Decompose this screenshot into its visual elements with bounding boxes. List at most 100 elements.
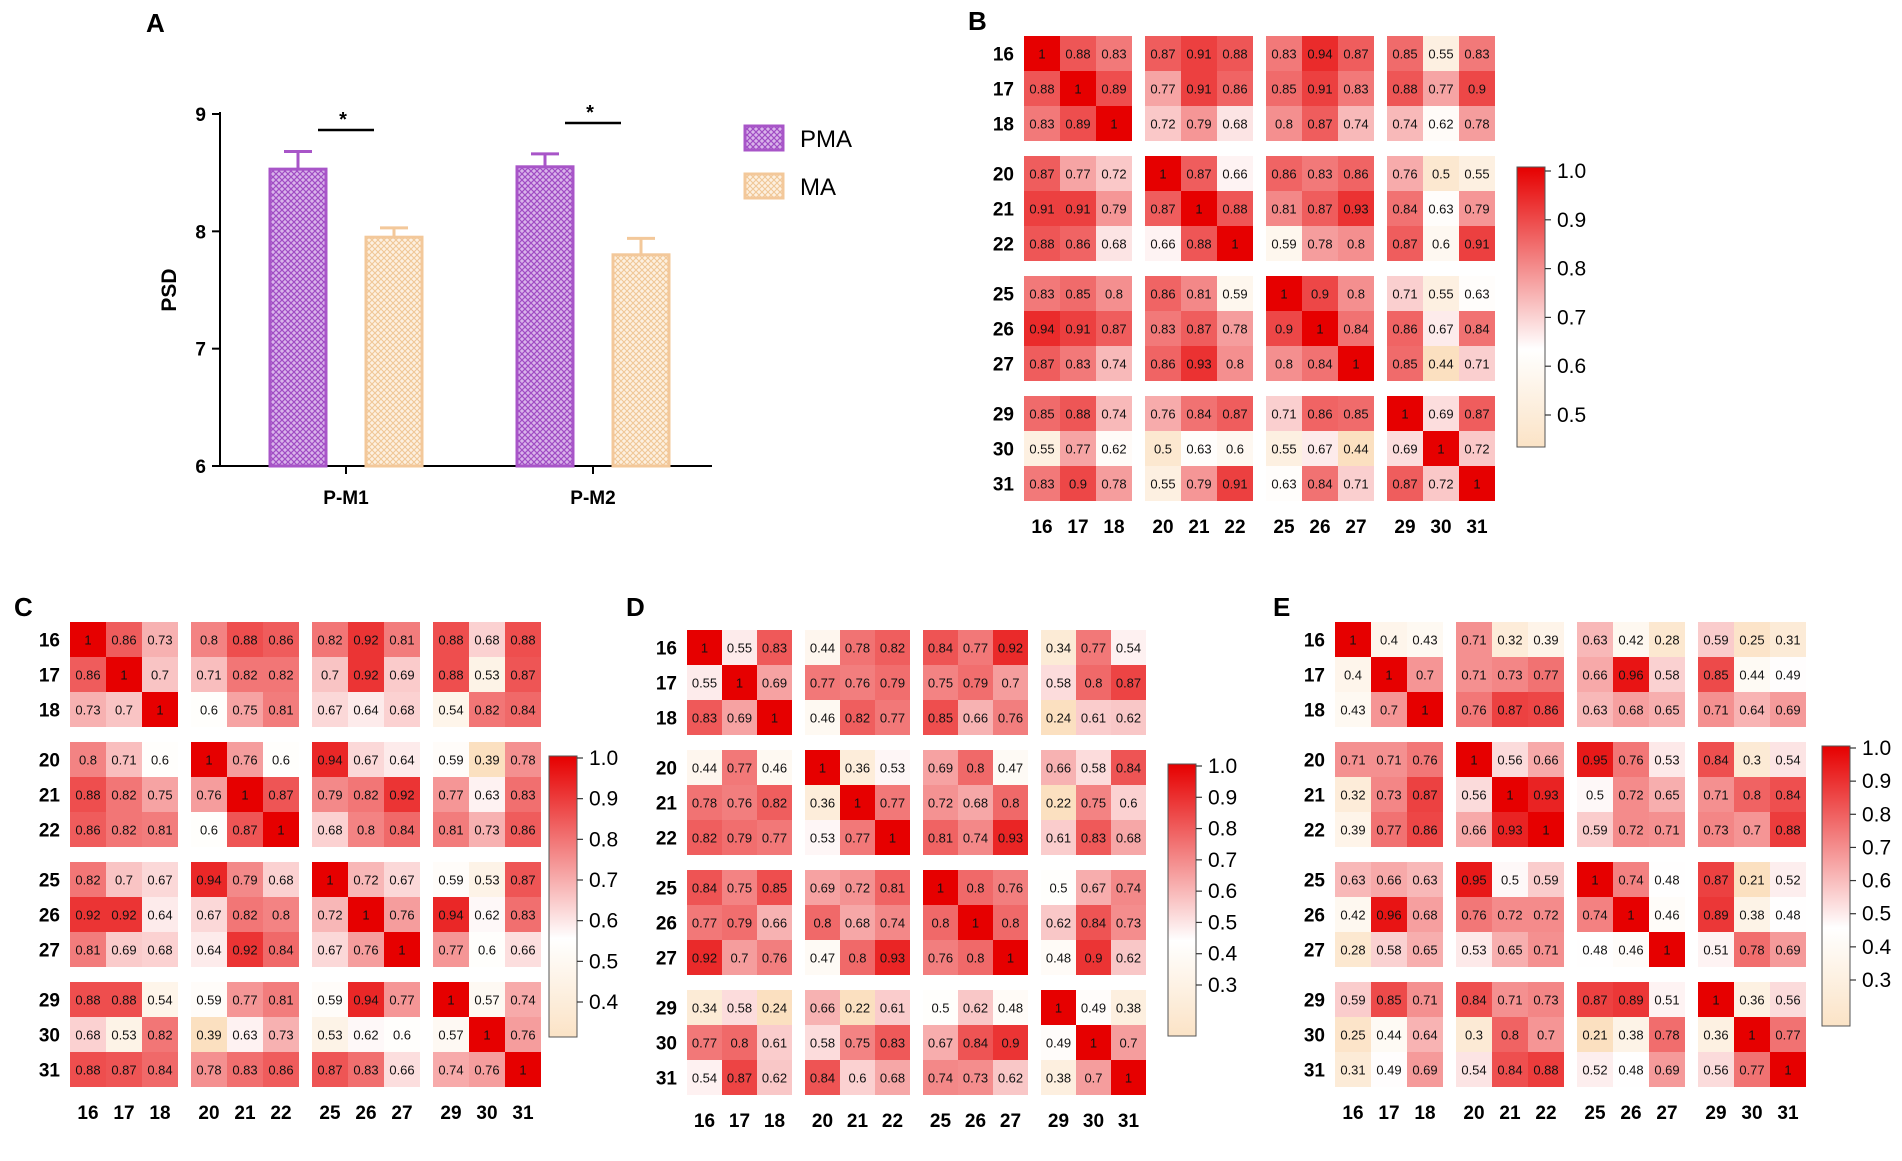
cell-value: 1 — [1231, 237, 1238, 252]
cell-value: 0.88 — [1222, 202, 1247, 217]
cell-value: 0.64 — [196, 943, 221, 958]
cell-value: 1 — [483, 1028, 490, 1043]
heatmap-cell — [1266, 106, 1302, 141]
cell-value: 0.38 — [1116, 1001, 1141, 1016]
heatmap-cell — [505, 897, 541, 932]
heatmap-cell — [348, 932, 384, 967]
heatmap-cell — [469, 1052, 505, 1087]
cell-value: 0.6 — [848, 1071, 866, 1086]
colorbar-tick-label: 0.7 — [1862, 836, 1891, 859]
cell-value: 0.87 — [1343, 47, 1368, 62]
heatmap-cell — [958, 700, 993, 735]
heatmap-cell — [1111, 750, 1146, 785]
heatmap-cell — [227, 812, 263, 847]
cell-value: 0.71 — [1654, 823, 1679, 838]
heatmap-cell — [1024, 71, 1060, 106]
heatmap-cell — [1181, 191, 1217, 226]
heatmap-cell — [1423, 396, 1459, 431]
cell-value: 0.76 — [1392, 167, 1417, 182]
colorbar-tick-label: 0.4 — [589, 991, 619, 1014]
heatmap-cell — [722, 750, 757, 785]
heatmap-cell — [923, 665, 958, 700]
heatmap-cell — [1528, 897, 1564, 932]
cell-value: 0.86 — [1412, 823, 1437, 838]
cell-value: 0.8 — [200, 633, 218, 648]
heatmap-cell — [1302, 156, 1338, 191]
cell-value: 0.86 — [1271, 167, 1296, 182]
cell-value: 0.82 — [232, 908, 257, 923]
heatmap-cell — [923, 905, 958, 940]
col-label: 17 — [1067, 517, 1088, 538]
cell-value: 0.88 — [1222, 47, 1247, 62]
cell-value: 0.76 — [1461, 703, 1486, 718]
heatmap-cell — [923, 630, 958, 665]
heatmap-cell — [1111, 905, 1146, 940]
heatmap-cell — [1649, 932, 1685, 967]
cell-value: 0.76 — [1412, 753, 1437, 768]
cell-value: 0.72 — [1150, 117, 1175, 132]
heatmap-cell — [1456, 862, 1492, 897]
significance-star: * — [339, 109, 347, 131]
cell-value: 0.74 — [438, 1063, 463, 1078]
heatmap-cell — [1181, 156, 1217, 191]
cell-value: 0.81 — [268, 993, 293, 1008]
heatmap-cell — [142, 1052, 178, 1087]
cell-value: 0.54 — [1116, 641, 1141, 656]
heatmap-cell — [722, 870, 757, 905]
row-label: 18 — [656, 709, 677, 730]
heatmap-cell — [1528, 1017, 1564, 1052]
cell-value: 0.9 — [1468, 82, 1486, 97]
cell-value: 0.88 — [1029, 82, 1054, 97]
heatmap-cell — [958, 750, 993, 785]
cell-value: 0.76 — [232, 753, 257, 768]
col-label: 31 — [1118, 1111, 1140, 1132]
row-label: 22 — [1304, 821, 1325, 842]
col-label: 22 — [1224, 517, 1245, 538]
heatmap-cell — [993, 870, 1028, 905]
cell-value: 0.58 — [1081, 761, 1106, 776]
heatmap-cell — [505, 692, 541, 727]
colorbar-tick-label: 0.6 — [589, 910, 618, 933]
heatmap-cell — [505, 622, 541, 657]
cell-value: 0.87 — [232, 823, 257, 838]
cell-value: 0.73 — [963, 1071, 988, 1086]
heatmap-c: 1 0.86 0.73 0.8 0.88 0.86 0.82 0.92 0.81 0.88 0.68… — [39, 622, 619, 1124]
row-label: 27 — [993, 355, 1014, 376]
heatmap-cell — [1266, 276, 1302, 311]
cell-value: 0.78 — [196, 1063, 221, 1078]
heatmap-cell — [1024, 311, 1060, 346]
heatmap-b: 1 0.88 0.83 0.87 0.91 0.88 0.83 0.94 0.87 0.85 0.5… — [993, 36, 1586, 538]
cell-value: 0.77 — [692, 916, 717, 931]
cell-value: 0.87 — [1150, 202, 1175, 217]
heatmap-cell — [505, 982, 541, 1017]
cell-value: 0.44 — [1739, 668, 1764, 683]
heatmap-cell — [1217, 191, 1253, 226]
cell-value: 0.83 — [1081, 831, 1106, 846]
cell-value: 0.95 — [1461, 873, 1486, 888]
col-label: 18 — [1103, 517, 1124, 538]
heatmap-cell — [1060, 431, 1096, 466]
cell-value: 0.84 — [268, 943, 293, 958]
cell-value: 0.9 — [1001, 1036, 1019, 1051]
cell-value: 0.85 — [1271, 82, 1296, 97]
heatmap-cell — [993, 785, 1028, 820]
cell-value: 0.66 — [810, 1001, 835, 1016]
heatmap-cell — [433, 692, 469, 727]
heatmap-cell — [840, 870, 875, 905]
colorbar-tick-label: 0.5 — [1862, 903, 1891, 926]
cell-value: 0.9 — [1084, 951, 1102, 966]
heatmap-cell — [687, 665, 722, 700]
cell-value: 0.75 — [1081, 796, 1106, 811]
legend-swatch-pma — [743, 124, 785, 152]
heatmap-cell — [1613, 982, 1649, 1017]
cell-value: 0.82 — [353, 788, 378, 803]
heatmap-cell — [1076, 665, 1111, 700]
cell-value: 0.88 — [510, 633, 535, 648]
cell-value: 0.84 — [1343, 322, 1368, 337]
cell-value: 0.9 — [1311, 287, 1329, 302]
heatmap-cell — [384, 692, 420, 727]
heatmap-cell — [1145, 431, 1181, 466]
heatmap-cell — [1096, 36, 1132, 71]
cell-value: 0.44 — [1376, 1028, 1401, 1043]
heatmap-cell — [1459, 276, 1495, 311]
